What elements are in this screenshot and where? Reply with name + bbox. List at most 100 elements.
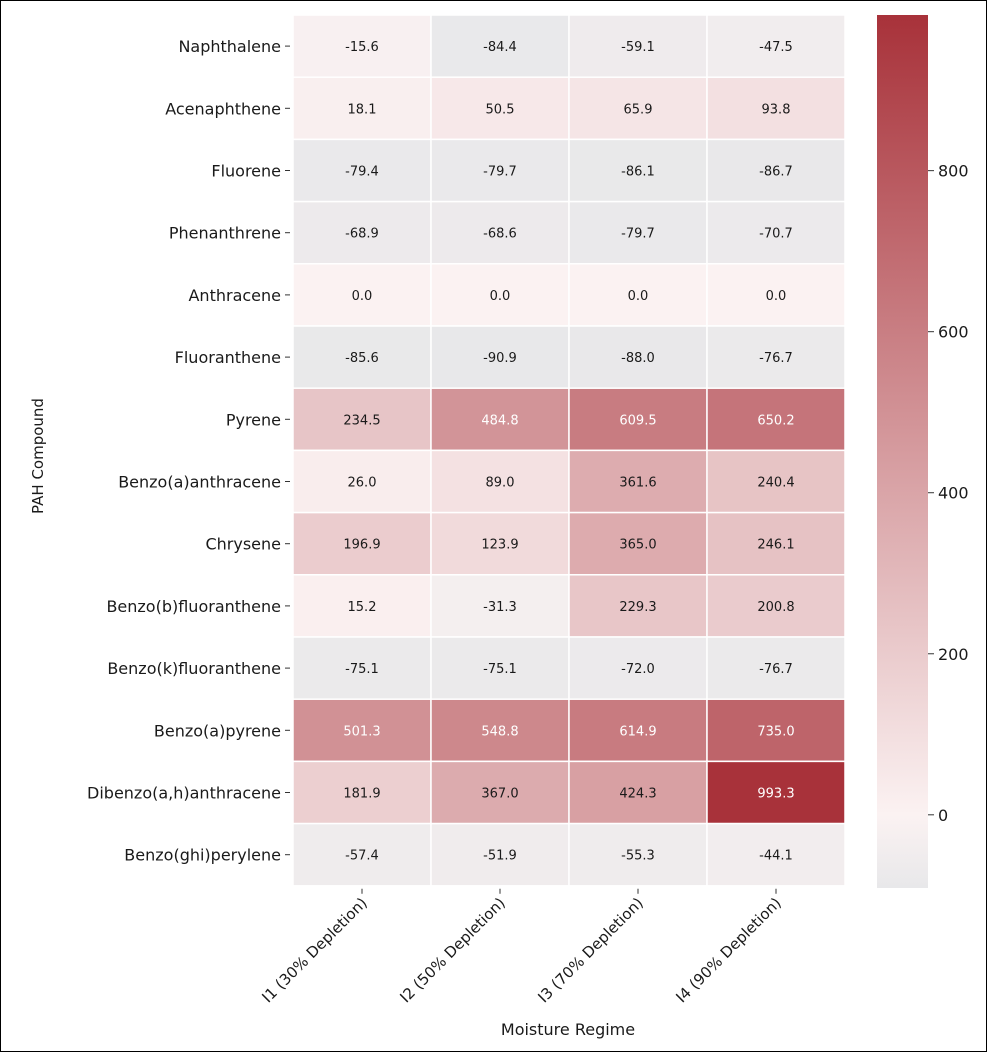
cell-value-label: -57.4: [345, 849, 379, 864]
cell-value-label: -44.1: [759, 849, 793, 864]
cell-value-label: 65.9: [624, 102, 653, 117]
cell-value-label: -79.7: [621, 227, 655, 242]
y-tick-label: Acenaphthene: [165, 99, 281, 118]
cell-value-label: 18.1: [348, 102, 377, 117]
heatmap-cell: [568, 698, 708, 763]
cell-value-label: -75.1: [483, 662, 517, 677]
heatmap-cell: [430, 200, 570, 265]
heatmap-cell: [706, 822, 846, 887]
x-axis-title: Moisture Regime: [501, 1020, 635, 1039]
heatmap-cell: [430, 760, 570, 825]
y-tick-label: Benzo(k)fluoranthene: [107, 659, 281, 678]
heatmap-cell: [568, 636, 708, 700]
colorbar-tick-label: 800: [938, 162, 969, 181]
cell-value-label: 181.9: [343, 787, 380, 802]
cell-value-label: 735.0: [757, 724, 794, 739]
cell-value-label: -88.0: [621, 351, 655, 366]
cell-value-label: -51.9: [483, 849, 517, 864]
heatmap-cell: [568, 14, 708, 78]
y-tick-label: Dibenzo(a,h)anthracene: [87, 784, 281, 803]
cell-value-label: 50.5: [486, 102, 515, 117]
cell-value-label: -72.0: [621, 662, 655, 677]
heatmap-cell: [292, 822, 432, 887]
heatmap-cell: [292, 574, 432, 638]
heatmap-cell: [568, 822, 708, 887]
y-tick-label: Phenanthrene: [169, 224, 281, 243]
heatmap-cell: [706, 76, 846, 141]
y-tick-label: Benzo(a)anthracene: [118, 473, 281, 492]
cell-value-label: 424.3: [619, 787, 656, 802]
colorbar-gradient: [877, 15, 928, 888]
cell-value-label: 548.8: [481, 724, 518, 739]
cell-value-label: -79.7: [483, 165, 517, 180]
heatmap-cell: [430, 263, 570, 327]
heatmap-cell: [706, 200, 846, 265]
y-tick-label: Anthracene: [188, 286, 281, 305]
heatmap-cells: [292, 14, 846, 887]
heatmap-cell: [292, 387, 432, 452]
cell-value-label: -68.6: [483, 227, 517, 242]
cell-value-label: -55.3: [621, 849, 655, 864]
x-tick-label: I2 (50% Depletion): [396, 894, 508, 1006]
heatmap-cell: [706, 698, 846, 763]
heatmap-cell: [430, 138, 570, 203]
colorbar-tick-label: 400: [938, 484, 969, 503]
cell-value-label: 89.0: [486, 476, 515, 491]
heatmap-cell: [568, 325, 708, 389]
x-tick-label: I1 (30% Depletion): [258, 894, 370, 1006]
heatmap-cell: [568, 263, 708, 327]
cell-value-label: -76.7: [759, 351, 793, 366]
colorbar-tick-label: 200: [938, 645, 969, 664]
cell-value-label: -15.6: [345, 40, 379, 55]
cell-value-label: 361.6: [619, 476, 656, 491]
heatmap-cell: [706, 574, 846, 638]
y-tick-label: Benzo(ghi)perylene: [124, 846, 281, 865]
cell-value-label: 650.2: [757, 413, 794, 428]
x-axis: I1 (30% Depletion) I2 (50% Depletion) I3 (…: [258, 888, 785, 1006]
y-tick-label: Naphthalene: [178, 37, 281, 56]
x-tick-label: I4 (90% Depletion): [672, 894, 784, 1006]
heatmap-cell: [706, 760, 846, 825]
heatmap-cell: [706, 387, 846, 452]
heatmap-cell: [706, 325, 846, 389]
y-tick-label: Benzo(b)fluoranthene: [106, 597, 281, 616]
cell-value-label: -47.5: [759, 40, 793, 55]
cell-value-label: 365.0: [619, 538, 656, 553]
heatmap-cell: [430, 698, 570, 763]
cell-value-label: -75.1: [345, 662, 379, 677]
cell-value-label: 0.0: [766, 289, 787, 304]
heatmap-cell: [706, 636, 846, 700]
cell-value-label: 0.0: [352, 289, 373, 304]
heatmap-cell: [568, 387, 708, 452]
colorbar: 0 200 400 600 800: [877, 15, 969, 888]
heatmap-cell: [292, 698, 432, 763]
y-tick-label: Chrysene: [205, 535, 281, 554]
y-tick-label: Benzo(a)pyrene: [154, 721, 281, 740]
cell-value-label: 229.3: [619, 600, 656, 615]
colorbar-tick-label: 0: [938, 806, 948, 825]
cell-value-label: 93.8: [762, 102, 791, 117]
y-axis-title: PAH Compound: [29, 398, 47, 514]
cell-value-label: 196.9: [343, 538, 380, 553]
cell-value-label: 0.0: [628, 289, 649, 304]
y-tick-label: Fluoranthene: [175, 348, 281, 367]
heatmap-cell-labels: -15.6 -84.4 -59.1 -47.5 18.1 50.5 65.9 93.8 -79.…: [343, 40, 794, 864]
heatmap-cell: [568, 760, 708, 825]
cell-value-label: 234.5: [343, 413, 380, 428]
heatmap-cell: [706, 263, 846, 327]
heatmap-cell: [706, 138, 846, 203]
heatmap-cell: [706, 511, 846, 576]
cell-value-label: 123.9: [481, 538, 518, 553]
cell-value-label: 501.3: [343, 724, 380, 739]
heatmap-cell: [292, 325, 432, 389]
cell-value-label: 993.3: [757, 787, 794, 802]
cell-value-label: 614.9: [619, 724, 656, 739]
cell-value-label: -70.7: [759, 227, 793, 242]
cell-value-label: -59.1: [621, 40, 655, 55]
heatmap-cell: [292, 14, 432, 78]
heatmap-cell: [430, 636, 570, 700]
cell-value-label: 609.5: [619, 413, 656, 428]
heatmap-cell: [430, 14, 570, 78]
cell-value-label: -76.7: [759, 662, 793, 677]
